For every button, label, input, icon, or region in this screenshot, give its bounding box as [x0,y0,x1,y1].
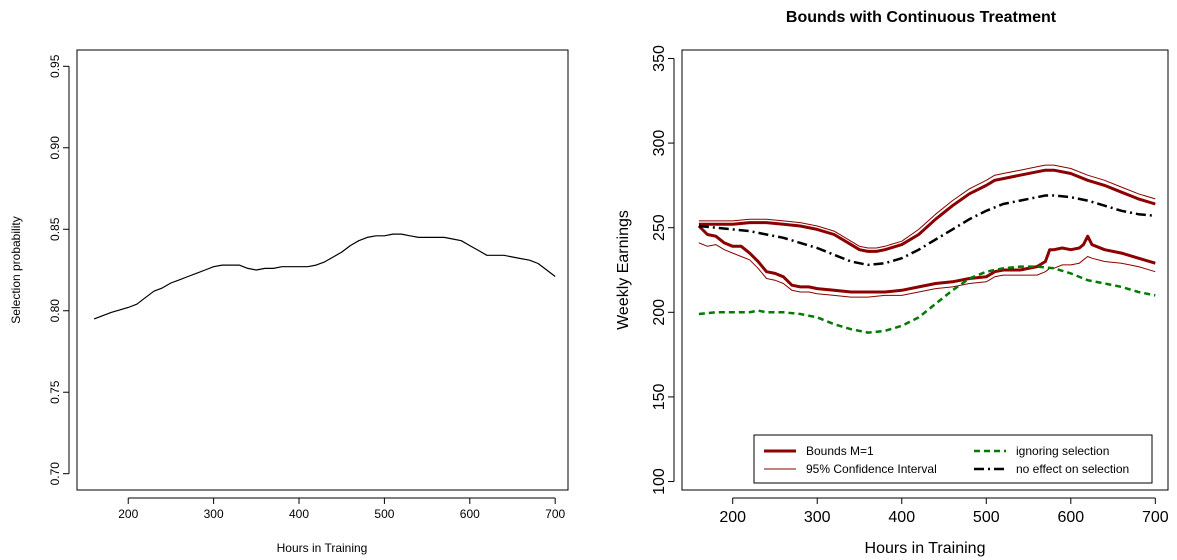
x-tick-label: 600 [460,507,480,521]
x-tick-label: 700 [545,507,565,521]
left-panel: 200 300 400 500 600 700 0.700.750.800.850.900… [9,49,569,555]
y-axis-label-left: Selection probability [9,216,23,323]
y-tick-label: 0.85 [48,217,62,241]
series-line-95-confidence-interval-lower [698,242,1156,298]
y-tick-label: 150 [651,383,668,410]
x-tick-label: 200 [118,507,138,521]
x-axis-label-left: Hours in Training [277,541,368,555]
series-line-no-effect-on-selection [698,194,1156,267]
y-tick-label: 0.70 [48,462,62,486]
legend-label-ignoring: ignoring selection [1016,444,1109,458]
x-tick-label: 500 [374,507,394,521]
legend: Bounds M=1 95% Confidence Interval ignor… [753,434,1153,484]
y-axis-label-right: Weekly Earnings [615,210,632,330]
x-tick-label: 700 [1142,509,1169,526]
x-tick-label: 600 [1057,509,1084,526]
y-tick-label: 250 [651,214,668,241]
y-axis-right: 100 150 200 250 300 350 [651,45,675,495]
right-panel: Bounds with Continuous Treatment 200 300 4… [615,9,1169,557]
y-tick-label: 300 [651,130,668,157]
y-tick-label: 100 [651,468,668,495]
series-line-bounds-m-1-lower [697,224,1156,294]
y-tick-label: 350 [651,45,668,72]
x-tick-label: 400 [888,509,915,526]
x-tick-label: 400 [289,507,309,521]
y-axis-left: 0.70 0.75 0.80 0.85 0.90 0.95 [48,54,70,486]
y-tick-label: 0.75 [48,380,62,404]
x-tick-label: 300 [204,507,224,521]
series-line-ignoring-selection [698,265,1156,334]
x-axis-right: 200 300 400 500 600 700 [719,497,1169,526]
chart-title: Bounds with Continuous Treatment [786,9,1057,26]
plot-frame-left [76,49,569,491]
y-tick-label: 0.95 [48,54,62,78]
x-tick-label: 300 [804,509,831,526]
x-axis-left: 200 300 400 500 600 700 [118,497,566,521]
plot-area-right [697,164,1156,334]
y-tick-label: 200 [651,299,668,326]
y-tick-label: 0.90 [48,136,62,160]
x-axis-label-right: Hours in Training [865,540,986,557]
series-line-bounds-m-1-upper [698,168,1156,253]
x-tick-label: 500 [973,509,1000,526]
series-line-95-confidence-interval-upper [698,164,1156,249]
plot-frame-right [681,49,1169,491]
plot-area-left [93,233,556,320]
legend-label-ci: 95% Confidence Interval [806,462,937,476]
y-tick-label: 0.80 [48,299,62,323]
x-tick-label: 200 [719,509,746,526]
legend-label-bounds: Bounds M=1 [806,444,874,458]
series-line-selection-probability [93,233,556,320]
legend-label-noeffect: no effect on selection [1016,462,1129,476]
legend-box [753,434,1153,484]
